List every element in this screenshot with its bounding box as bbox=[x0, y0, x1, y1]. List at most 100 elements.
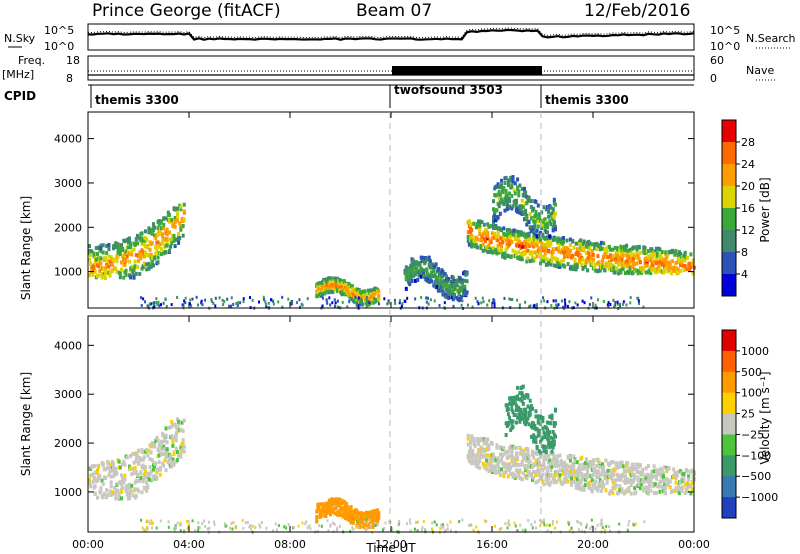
echo-cell bbox=[461, 280, 465, 285]
echo-cell bbox=[520, 186, 524, 191]
echo-cell bbox=[565, 238, 569, 243]
echo-cell bbox=[502, 253, 506, 258]
echo-cell bbox=[619, 304, 622, 308]
echo-cell bbox=[691, 258, 695, 263]
echo-cell bbox=[173, 215, 177, 220]
echo-cell bbox=[665, 476, 669, 481]
echo-cell bbox=[508, 197, 512, 202]
echo-cell bbox=[648, 268, 652, 273]
echo-cell bbox=[530, 523, 533, 527]
echo-cell bbox=[496, 456, 500, 461]
echo-cell bbox=[551, 217, 555, 222]
echo-cell bbox=[545, 235, 549, 240]
echo-cell bbox=[534, 199, 538, 204]
echo-cell bbox=[508, 204, 512, 209]
echo-cell bbox=[174, 438, 178, 443]
echo-cell bbox=[134, 456, 138, 461]
echo-cell bbox=[571, 472, 575, 477]
echo-cell bbox=[326, 301, 329, 305]
echo-cell bbox=[552, 454, 556, 459]
echo-cell bbox=[335, 528, 338, 532]
echo-cell bbox=[541, 479, 545, 484]
echo-cell bbox=[544, 477, 548, 482]
echo-cell bbox=[497, 204, 501, 209]
echo-cell bbox=[228, 304, 231, 308]
echo-cell bbox=[377, 522, 380, 526]
echo-cell bbox=[177, 419, 181, 424]
echo-cell bbox=[426, 276, 430, 281]
echo-cell bbox=[644, 466, 648, 471]
echo-cell bbox=[200, 299, 203, 303]
echo-cell bbox=[594, 268, 598, 273]
echo-cell bbox=[485, 458, 489, 463]
echo-cell bbox=[556, 261, 560, 266]
echo-cell bbox=[588, 480, 592, 485]
colorbar-tick-label: −25 bbox=[741, 428, 764, 441]
echo-cell bbox=[430, 527, 433, 531]
echo-cell bbox=[139, 457, 143, 462]
echo-cell bbox=[501, 453, 505, 458]
echo-cell bbox=[506, 526, 509, 530]
echo-cell bbox=[574, 301, 577, 305]
echo-cell bbox=[478, 232, 482, 237]
echo-cell bbox=[543, 465, 547, 470]
echo-cell bbox=[125, 254, 129, 259]
echo-cell bbox=[618, 247, 622, 252]
colorbar-tick-label: −100 bbox=[741, 449, 771, 462]
echo-cell bbox=[498, 192, 502, 197]
echo-cell bbox=[322, 503, 326, 508]
echo-cell bbox=[520, 391, 524, 396]
echo-cell bbox=[492, 226, 495, 231]
echo-cell bbox=[108, 466, 112, 471]
echo-cell bbox=[127, 273, 131, 278]
echo-cell bbox=[565, 467, 569, 472]
y-tick-label: 4000 bbox=[54, 339, 82, 352]
echo-cell bbox=[539, 450, 543, 455]
echo-cell bbox=[544, 452, 548, 457]
echo-cell bbox=[557, 303, 560, 307]
echo-cell bbox=[159, 303, 162, 307]
cpid-segment-2: twofsound 3503 bbox=[394, 83, 503, 97]
echo-cell bbox=[224, 524, 227, 528]
echo-cell bbox=[100, 478, 104, 483]
echo-cell bbox=[535, 213, 539, 218]
echo-cell bbox=[425, 267, 429, 272]
echo-cell bbox=[590, 525, 593, 529]
echo-cell bbox=[651, 262, 655, 267]
echo-cell bbox=[121, 486, 125, 491]
echo-cell bbox=[551, 256, 555, 261]
echo-cell bbox=[657, 263, 661, 268]
echo-cell bbox=[618, 464, 622, 469]
echo-cell bbox=[172, 462, 176, 467]
echo-cell bbox=[448, 283, 452, 288]
echo-cell bbox=[150, 255, 154, 260]
echo-cell bbox=[318, 508, 322, 513]
colorbar-tick-label: 1000 bbox=[741, 345, 769, 358]
echo-cell bbox=[139, 471, 143, 476]
echo-cell bbox=[637, 480, 641, 485]
echo-cell bbox=[588, 303, 591, 307]
echo-cell bbox=[553, 211, 557, 216]
echo-cell bbox=[397, 523, 400, 527]
echo-cell bbox=[163, 458, 167, 463]
echo-cell bbox=[447, 276, 451, 281]
echo-cell bbox=[92, 251, 96, 256]
echo-cell bbox=[583, 264, 587, 269]
echo-cell bbox=[568, 458, 572, 463]
echo-cell bbox=[518, 240, 522, 245]
echo-cell bbox=[334, 283, 338, 288]
echo-cell bbox=[469, 441, 473, 446]
echo-cell bbox=[580, 467, 584, 472]
echo-cell bbox=[529, 205, 533, 210]
echo-cell bbox=[143, 465, 147, 470]
echo-cell bbox=[406, 296, 409, 300]
echo-cell bbox=[191, 297, 194, 301]
echo-cell bbox=[614, 478, 618, 483]
colorbar-tick-label: 100 bbox=[741, 387, 762, 400]
echo-cell bbox=[620, 460, 624, 465]
echo-cell bbox=[518, 243, 522, 248]
echo-cell bbox=[544, 445, 548, 450]
echo-cell bbox=[590, 242, 594, 247]
echo-cell bbox=[433, 299, 436, 303]
echo-cell bbox=[690, 468, 694, 473]
